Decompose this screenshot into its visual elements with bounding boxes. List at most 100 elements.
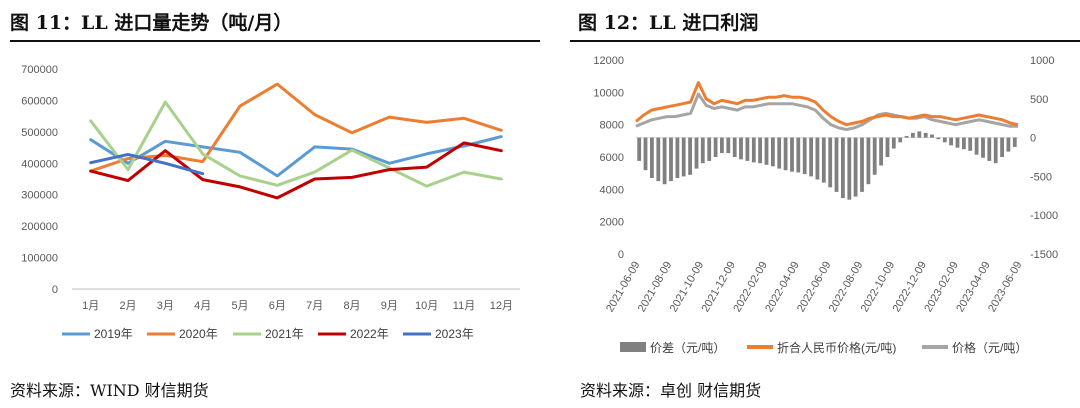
spread-bar: [796, 137, 801, 173]
spread-bar: [955, 137, 960, 148]
spread-bar: [981, 137, 985, 158]
spread-bar: [656, 137, 661, 182]
right-y-tick-label: -1500: [1030, 249, 1058, 261]
spread-bar: [923, 132, 928, 138]
spread-bar: [732, 137, 737, 157]
left-y-tick-label: 2000: [600, 217, 624, 229]
spread-bar: [942, 137, 947, 143]
spread-bar: [872, 137, 877, 175]
spread-bar: [993, 137, 998, 164]
x-tick-label: 1月: [82, 300, 99, 312]
left-y-tick-label: 12000: [593, 55, 624, 67]
x-date-label: 2023-06-09: [986, 260, 1025, 315]
left-chart-title: 图 11：LL 进口量走势（吨/月）: [10, 12, 293, 34]
spread-bar: [866, 137, 871, 185]
right-y-tick-label: -500: [1030, 171, 1052, 183]
left-y-tick-label: 6000: [600, 152, 624, 164]
left-chart-panel: 图 11：LL 进口量走势（吨/月） 0 100000 200000 300000 40…: [10, 12, 540, 400]
y-tick-label: 0: [52, 284, 58, 296]
spread-bar: [828, 137, 833, 188]
x-tick-label: 7月: [306, 300, 323, 312]
right-source-note: 资料来源：卓创 财信期货: [580, 381, 762, 400]
y-tick-label: 600000: [21, 95, 58, 107]
spread-bar: [987, 137, 992, 161]
spread-bar: [841, 137, 845, 199]
right-y-tick-label: 500: [1030, 94, 1048, 106]
price-line: [635, 92, 1018, 131]
rmb-price-line: [635, 81, 1019, 127]
left-y-tick-label: 8000: [600, 120, 624, 132]
spread-bar: [904, 136, 909, 138]
legend-label: 2019年: [94, 327, 133, 341]
spread-bar: [911, 132, 915, 138]
legend-label: 价格（元/吨）: [952, 340, 1027, 355]
spread-bar: [694, 137, 699, 169]
spread-bar: [688, 137, 692, 175]
spread-bar: [879, 137, 883, 166]
legend-label: 2020年: [179, 327, 218, 341]
right-title-rule: [570, 40, 1080, 42]
spread-bar: [751, 137, 756, 163]
x-tick-label: 3月: [157, 300, 174, 312]
y-tick-label: 300000: [21, 190, 58, 202]
spread-bar: [917, 131, 922, 138]
spread-bar: [860, 137, 864, 192]
import-profit-chart: 020004000600080001000012000-1500-1000-50…: [593, 55, 1058, 355]
spread-bar: [898, 137, 903, 143]
spread-bar: [790, 137, 794, 172]
spread-bar: [853, 137, 858, 197]
legend-label: 2022年: [350, 327, 389, 341]
right-y-tick-label: 0: [1030, 133, 1036, 145]
spread-bar: [821, 137, 826, 183]
spread-bar: [815, 137, 820, 180]
y-tick-label: 700000: [21, 64, 58, 76]
spread-bar: [739, 137, 743, 160]
spread-bar: [847, 137, 852, 200]
right-y-tick-label: -1000: [1030, 210, 1058, 222]
legend-swatch: [620, 342, 646, 352]
spread-bar: [675, 137, 680, 178]
spread-bar: [643, 137, 648, 171]
spread-bar: [650, 137, 654, 178]
spread-bar: [930, 134, 934, 138]
spread-bar: [700, 137, 705, 164]
y-tick-label: 200000: [21, 221, 58, 233]
series-line-1: [89, 135, 503, 178]
spread-bar: [771, 137, 775, 167]
x-tick-label: 9月: [381, 300, 398, 312]
spread-bar: [764, 137, 769, 165]
spread-bar: [968, 137, 973, 151]
left-title-rule: [10, 40, 540, 42]
spread-bar: [707, 137, 712, 161]
import-volume-line-chart: 0 100000 200000 300000 400000 500000 600000 700…: [21, 64, 520, 341]
left-y-tick-label: 0: [618, 249, 624, 261]
spread-bar: [713, 137, 718, 157]
spread-bar: [783, 137, 788, 171]
spread-bar: [1012, 137, 1017, 147]
spread-bar: [885, 137, 890, 157]
spread-bar: [681, 137, 686, 177]
left-y-tick-label: 10000: [593, 87, 624, 99]
spread-bar: [637, 137, 642, 161]
x-tick-label: 8月: [343, 300, 360, 312]
spread-bar: [974, 137, 979, 155]
legend-label: 价差（元/吨）: [650, 341, 725, 355]
x-tick-label: 11月: [453, 300, 475, 312]
spread-bar: [949, 137, 953, 146]
right-y-tick-label: 1000: [1030, 55, 1054, 67]
spread-bar: [669, 137, 673, 182]
spread-bar: [936, 137, 941, 140]
x-tick-label: 6月: [269, 300, 286, 312]
spread-bar: [720, 137, 724, 154]
left-y-tick-label: 4000: [600, 184, 624, 196]
x-tick-label: 4月: [194, 300, 211, 312]
series-line-5: [89, 153, 205, 176]
spread-bar: [777, 137, 782, 169]
legend-label: 2021年: [265, 327, 304, 341]
right-chart-title: 图 12：LL 进口利润: [578, 12, 759, 34]
spread-bar: [802, 137, 807, 175]
legend-label: 折合人民币价格(元/吨): [777, 340, 896, 355]
left-source-note: 资料来源：WIND 财信期货: [10, 381, 209, 400]
legend-label: 2023年: [435, 327, 474, 341]
spread-bar: [726, 137, 731, 154]
